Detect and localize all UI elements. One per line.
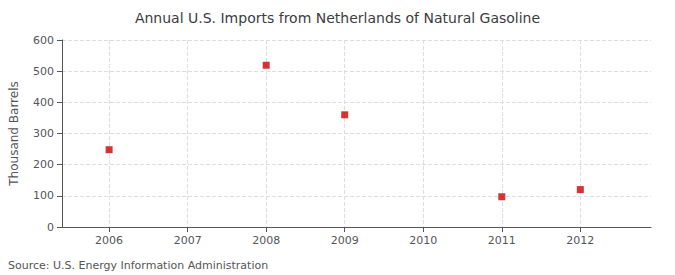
svg-text:Annual U.S. Imports from Nethe: Annual U.S. Imports from Netherlands of …	[135, 10, 540, 26]
svg-text:0: 0	[47, 221, 54, 234]
svg-text:2007: 2007	[174, 234, 202, 247]
svg-text:Thousand Barrels: Thousand Barrels	[7, 81, 21, 186]
svg-text:2006: 2006	[95, 234, 123, 247]
svg-text:2008: 2008	[252, 234, 280, 247]
svg-text:200: 200	[33, 158, 54, 171]
svg-text:2011: 2011	[488, 234, 516, 247]
svg-text:2010: 2010	[409, 234, 437, 247]
svg-text:500: 500	[33, 65, 54, 78]
svg-text:100: 100	[33, 189, 54, 202]
svg-text:400: 400	[33, 96, 54, 109]
svg-text:600: 600	[33, 34, 54, 47]
svg-text:2009: 2009	[331, 234, 359, 247]
svg-text:2012: 2012	[566, 234, 594, 247]
svg-text:300: 300	[33, 127, 54, 140]
svg-text:Source: U.S. Energy Informatio: Source: U.S. Energy Information Administ…	[8, 259, 268, 272]
